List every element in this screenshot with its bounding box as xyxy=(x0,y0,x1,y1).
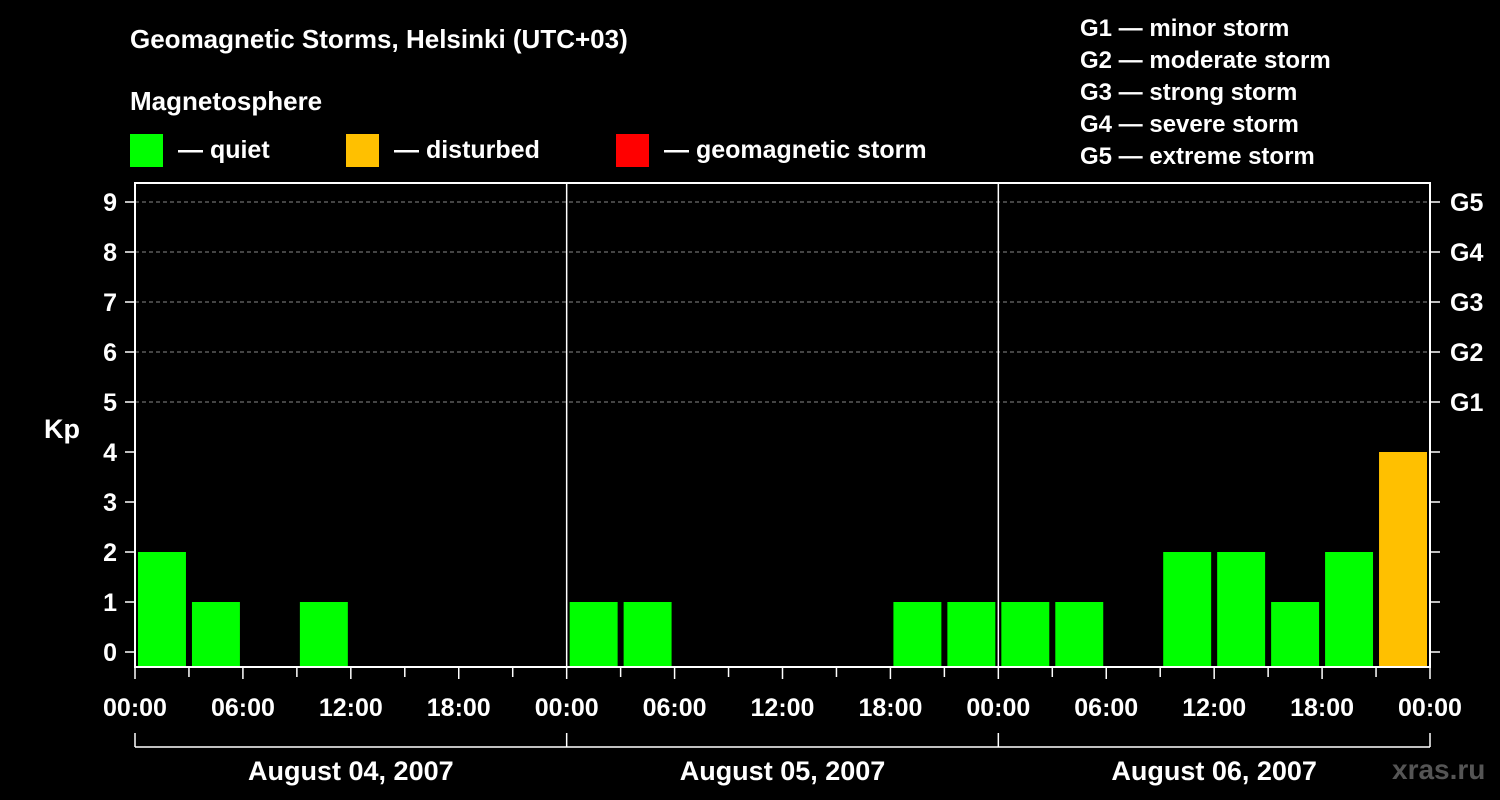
xtick-label-0: 00:00 xyxy=(103,694,167,722)
bar-22 xyxy=(1325,552,1374,667)
magnetosphere-heading: Magnetosphere xyxy=(130,86,323,116)
xtick-label-1: 06:00 xyxy=(211,694,275,722)
bar-16 xyxy=(1001,602,1050,667)
bar-0 xyxy=(138,552,186,667)
right-tick-label-g4: G4 xyxy=(1450,239,1483,267)
ytick-label-8: 8 xyxy=(103,239,117,267)
xtick-label-4: 00:00 xyxy=(535,694,599,722)
storm-scale-g3: G3 — strong storm xyxy=(1080,79,1298,106)
ytick-label-7: 7 xyxy=(103,289,117,317)
bar-21 xyxy=(1271,602,1320,667)
bar-17 xyxy=(1055,602,1104,667)
ytick-label-6: 6 xyxy=(103,339,117,367)
legend-label-disturbed: — disturbed xyxy=(394,135,540,164)
legend-swatch-disturbed xyxy=(346,133,379,167)
right-tick-label-g5: G5 xyxy=(1450,189,1483,217)
bar-9 xyxy=(623,602,672,667)
xtick-label-11: 18:00 xyxy=(1290,694,1354,722)
ytick-label-1: 1 xyxy=(103,589,117,617)
legend-label-storm: — geomagnetic storm xyxy=(664,135,927,164)
right-tick-label-g1: G1 xyxy=(1450,389,1483,417)
storm-scale-g1: G1 — minor storm xyxy=(1080,15,1290,42)
y-axis-label: Kp xyxy=(44,414,80,444)
bar-15 xyxy=(947,602,996,667)
xtick-label-12: 00:00 xyxy=(1398,694,1462,722)
legend-swatch-storm xyxy=(616,133,649,167)
day-label-0: August 04, 2007 xyxy=(248,756,454,786)
legend-disturbed: — disturbed xyxy=(346,133,540,167)
xtick-label-3: 18:00 xyxy=(427,694,491,722)
xtick-label-5: 06:00 xyxy=(643,694,707,722)
bar-8 xyxy=(569,602,618,667)
legend-label-quiet: — quiet xyxy=(178,135,270,164)
storm-scale-g5: G5 — extreme storm xyxy=(1080,143,1315,170)
ytick-label-9: 9 xyxy=(103,189,117,217)
bar-3 xyxy=(299,602,348,667)
xtick-label-8: 00:00 xyxy=(966,694,1030,722)
storm-scale-g2: G2 — moderate storm xyxy=(1080,47,1331,74)
storm-scale-g4: G4 — severe storm xyxy=(1080,111,1299,138)
bar-1 xyxy=(191,602,240,667)
bar-23 xyxy=(1379,452,1427,667)
right-tick-label-g2: G2 xyxy=(1450,339,1483,367)
legend-storm: — geomagnetic storm xyxy=(616,133,927,167)
xtick-label-10: 12:00 xyxy=(1182,694,1246,722)
legend-quiet: — quiet xyxy=(130,133,270,167)
ytick-label-2: 2 xyxy=(103,539,117,567)
bar-14 xyxy=(893,602,942,667)
bar-20 xyxy=(1217,552,1266,667)
xtick-label-9: 06:00 xyxy=(1074,694,1138,722)
ytick-label-3: 3 xyxy=(103,489,117,517)
xtick-label-2: 12:00 xyxy=(319,694,383,722)
day-label-1: August 05, 2007 xyxy=(680,756,886,786)
ytick-label-5: 5 xyxy=(103,389,117,417)
legend-swatch-quiet xyxy=(130,133,163,167)
chart-title: Geomagnetic Storms, Helsinki (UTC+03) xyxy=(130,24,628,54)
day-label-2: August 06, 2007 xyxy=(1111,756,1317,786)
bar-19 xyxy=(1163,552,1212,667)
xtick-label-6: 12:00 xyxy=(751,694,815,722)
ytick-label-4: 4 xyxy=(103,439,117,467)
storm-scale-legend: G1 — minor storm G2 — moderate storm G3 … xyxy=(1080,13,1331,173)
watermark: xras.ru xyxy=(1392,754,1486,785)
right-tick-label-g3: G3 xyxy=(1450,289,1483,317)
ytick-label-0: 0 xyxy=(103,639,117,667)
xtick-label-7: 18:00 xyxy=(858,694,922,722)
